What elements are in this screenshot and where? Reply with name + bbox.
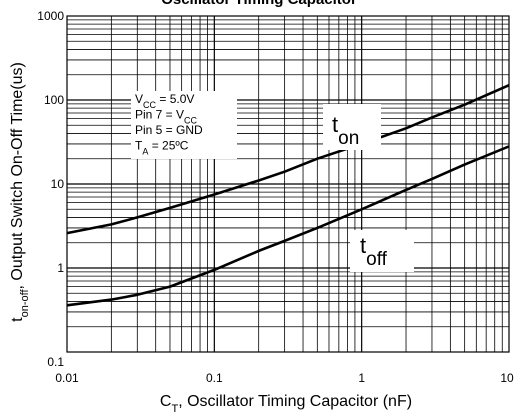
tick-labels: 0.01 0.1 1 10 0.1 1 10 100 1000	[37, 9, 514, 385]
series-line-on	[66, 84, 510, 235]
condition-sub: A	[142, 147, 148, 157]
x-axis-label: CT, Oscillator Timing Capacitor (nF)	[160, 393, 412, 412]
condition-sub: CC	[143, 100, 156, 110]
grid	[67, 16, 509, 352]
chart-title: Oscillator Timing Capacitor	[161, 0, 357, 8]
x-tick-label: 1	[358, 371, 365, 385]
x-axis-label-sub: T	[171, 403, 178, 412]
condition-main: T	[135, 139, 143, 153]
condition-rest: = 5.0V	[156, 92, 194, 106]
x-axis-label-main: C	[160, 393, 172, 410]
x-tick-label: 10	[500, 371, 514, 385]
series-label-on: ton	[332, 112, 359, 149]
condition-main: Pin 7 = V	[135, 108, 184, 122]
series-label-off: toff	[360, 233, 388, 270]
condition-line: TA = 25ºC	[135, 139, 189, 157]
series-label-main: t	[360, 233, 366, 258]
x-axis-label-rest: , Oscillator Timing Capacitor (nF)	[178, 393, 412, 410]
y-tick-label: 1000	[37, 9, 64, 23]
conditions-background	[131, 91, 237, 159]
y-tick-label: 100	[44, 93, 64, 107]
series-label-background	[350, 230, 414, 272]
series-label-sub: off	[366, 249, 388, 270]
y-axis-label-rest: , Output Switch On-Off Time(us)	[9, 62, 26, 289]
condition-line: Pin 7 = VCC	[135, 108, 198, 126]
condition-sub: CC	[184, 116, 197, 126]
condition-rest: = 25ºC	[148, 139, 188, 153]
y-tick-label: 1	[57, 261, 64, 275]
condition-main: V	[135, 92, 143, 106]
series-label-sub: on	[338, 128, 359, 149]
y-tick-label: 10	[51, 177, 65, 191]
condition-main: Pin 5 = GND	[135, 123, 203, 137]
series-line-off	[66, 145, 510, 307]
x-tick-label: 0.01	[55, 371, 79, 385]
series-lines	[66, 84, 510, 307]
condition-line: Pin 5 = GND	[135, 123, 203, 137]
condition-line: VCC = 5.0V	[135, 92, 194, 110]
series-label-background	[323, 104, 381, 150]
x-tick-label: 0.1	[206, 371, 223, 385]
y-tick-label: 0.1	[47, 355, 64, 369]
y-axis-label-main: t	[9, 317, 26, 322]
series-label-main: t	[332, 112, 338, 137]
y-axis-label: ton-off, Output Switch On-Off Time(us)	[9, 62, 31, 322]
y-axis-label-sub: on-off	[19, 289, 31, 318]
plot-frame	[66, 15, 510, 353]
